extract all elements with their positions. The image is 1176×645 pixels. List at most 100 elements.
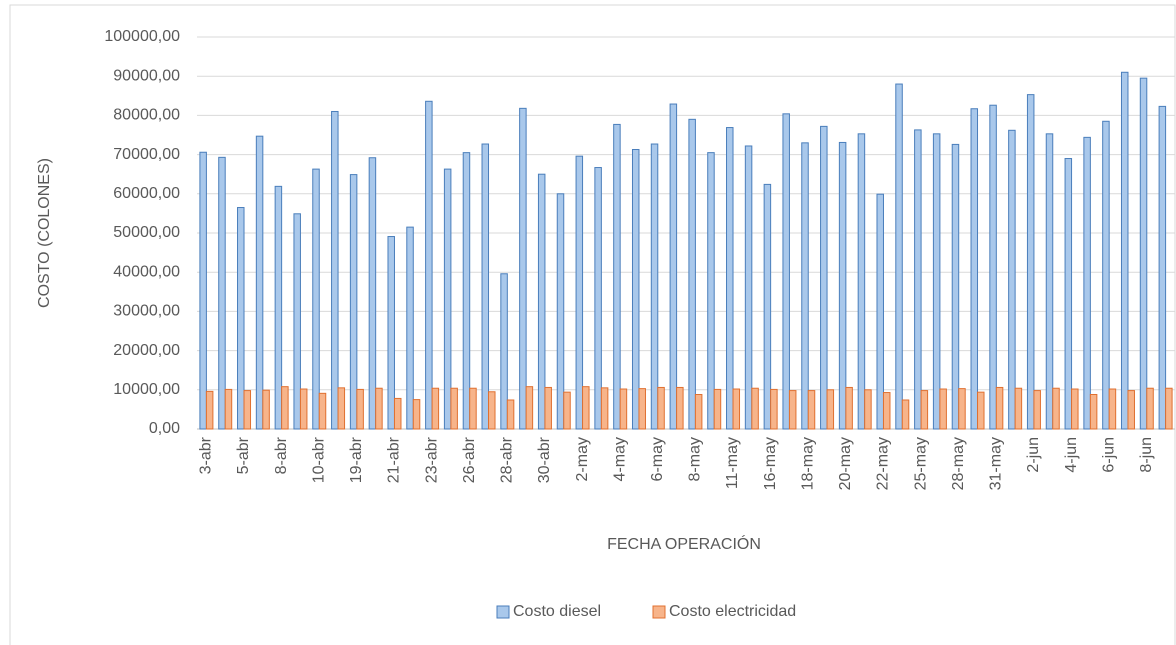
bar (1120, 71, 1129, 430)
bar (262, 389, 270, 430)
bar (650, 143, 659, 430)
bar (237, 207, 245, 430)
x-tick-label: 8-may (687, 437, 704, 481)
bar (556, 193, 565, 430)
bar (243, 390, 252, 430)
bar (281, 386, 289, 430)
bar (657, 386, 665, 430)
y-tick-label: 30000,00 (113, 303, 180, 320)
bar (1064, 158, 1073, 430)
bar (506, 399, 515, 430)
x-tick-label: 2-may (574, 437, 591, 481)
bar (676, 386, 684, 430)
y-tick-label: 100000,00 (104, 28, 180, 45)
bar (820, 125, 828, 430)
bar (688, 118, 696, 430)
bar (1146, 387, 1154, 430)
legend-label: Costo electricidad (669, 603, 796, 620)
y-tick-label: 60000,00 (113, 185, 180, 202)
bar (613, 123, 621, 430)
bar (939, 388, 947, 430)
bar (469, 387, 477, 430)
bar (199, 151, 207, 430)
x-tick-label: 6-jun (1100, 437, 1117, 473)
bar (707, 152, 715, 430)
bar (838, 141, 847, 430)
bar (638, 388, 646, 430)
bar (1033, 390, 1041, 430)
bar (349, 174, 358, 430)
x-tick-label: 28-may (950, 437, 967, 490)
bar (951, 143, 960, 430)
x-tick-label: 3-abr (198, 436, 215, 474)
bar (563, 391, 571, 430)
x-tick-label: 8-abr (273, 436, 290, 474)
bar (205, 390, 214, 430)
y-tick-label: 20000,00 (113, 342, 180, 359)
bar (500, 273, 508, 430)
bar (751, 387, 759, 430)
bar (481, 143, 490, 430)
bar (1165, 387, 1173, 430)
bar (1026, 94, 1035, 430)
bar (669, 103, 678, 430)
bar (393, 397, 402, 430)
bar (1052, 387, 1060, 430)
bar (763, 183, 772, 430)
bar (600, 387, 609, 430)
bar (443, 168, 452, 430)
bar (525, 386, 534, 430)
bar (299, 388, 308, 430)
bar (788, 390, 797, 430)
bar (425, 100, 433, 430)
bar (631, 149, 640, 430)
bar (406, 226, 414, 430)
chart-border (9, 4, 1176, 645)
bar (255, 135, 264, 430)
bar (1083, 136, 1091, 430)
bar (274, 185, 283, 430)
bar (450, 387, 458, 430)
bar (801, 142, 809, 430)
bar (958, 388, 966, 430)
bar (1158, 105, 1167, 430)
bar (989, 104, 997, 430)
bar (1045, 133, 1054, 430)
bar (412, 399, 421, 430)
bar (594, 167, 602, 430)
legend-swatch (496, 605, 510, 619)
bar (575, 155, 584, 430)
bar (895, 83, 903, 430)
bar (770, 388, 778, 430)
bar (1071, 388, 1079, 430)
bar (864, 389, 872, 430)
bar (488, 391, 496, 430)
x-tick-label: 2-jun (1025, 437, 1042, 473)
x-tick-label: 22-may (875, 437, 892, 490)
bar (582, 386, 590, 430)
x-tick-label: 8-jun (1138, 437, 1155, 473)
bar (431, 387, 440, 430)
bar (920, 390, 929, 430)
bar (807, 390, 816, 430)
bar (995, 386, 1004, 430)
bar (726, 127, 734, 430)
x-tick-label: 30-abr (536, 436, 553, 483)
bar (218, 156, 226, 430)
bar (318, 392, 327, 430)
bar (901, 399, 910, 430)
x-tick-label: 4-jun (1063, 437, 1080, 473)
y-tick-label: 0,00 (149, 420, 180, 437)
y-tick-label: 90000,00 (113, 67, 180, 84)
bar (882, 392, 891, 430)
bar (462, 152, 471, 430)
bar (1089, 394, 1098, 430)
bar (519, 107, 527, 430)
x-tick-label: 19-abr (348, 436, 365, 483)
y-tick-label: 80000,00 (113, 107, 180, 124)
bar (356, 388, 364, 430)
y-axis-title: COSTO (COLONES) (36, 158, 53, 308)
x-tick-label: 20-may (837, 437, 854, 490)
